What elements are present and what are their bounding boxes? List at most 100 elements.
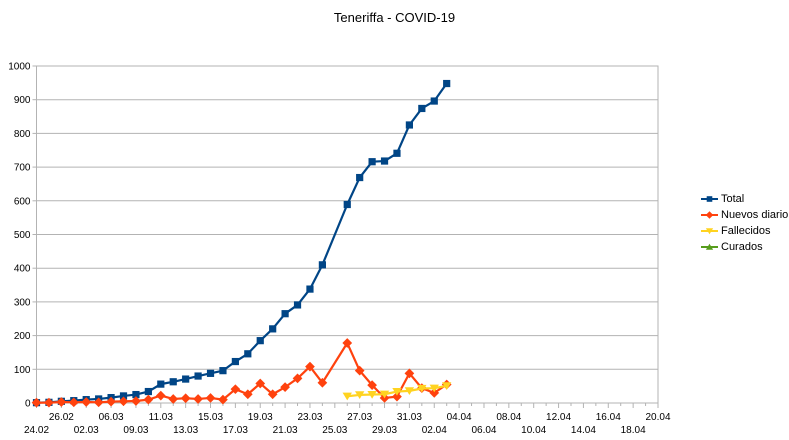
- series-nuevos-diario-marker: [305, 361, 315, 372]
- legend-label-total: Total: [721, 193, 745, 205]
- curados-legend-marker-icon: [701, 243, 718, 250]
- x-tick-label: 10.04: [521, 425, 546, 436]
- series-nuevos-diario-marker: [342, 338, 353, 348]
- series-nuevos-diario-marker: [255, 378, 266, 389]
- chart-legend: Total Nuevos diario Fallecidos Curados: [701, 193, 788, 253]
- series-total-marker: [206, 369, 215, 377]
- series-fallecidos-marker: [404, 387, 415, 396]
- series-nuevos-diario-marker: [193, 394, 203, 404]
- y-tick-label: 300: [14, 297, 31, 308]
- series-total-marker: [219, 367, 227, 375]
- series-nuevos-diario: [31, 338, 452, 408]
- x-tick-label: 27.03: [347, 412, 372, 423]
- x-tick-label: 20.04: [645, 412, 670, 423]
- series-total-marker: [281, 310, 289, 318]
- series-nuevos-diario-marker: [118, 396, 129, 407]
- series-total-marker: [418, 104, 426, 113]
- x-tick-label: 26.02: [49, 412, 74, 423]
- x-tick-label: 06.04: [471, 425, 496, 436]
- x-tick-label: 11.03: [149, 412, 174, 423]
- legend-item-total: Total: [701, 193, 788, 205]
- series-nuevos-diario-marker: [392, 391, 402, 402]
- series-nuevos-diario-marker: [106, 396, 116, 407]
- x-tick-label: 17.03: [223, 425, 248, 436]
- y-tick-label: 800: [14, 129, 31, 140]
- curados-legend-glyph: [705, 243, 714, 250]
- series-total-marker: [343, 200, 351, 209]
- series-nuevos-diario-marker: [205, 393, 216, 403]
- nuevos-diario-legend-glyph: [705, 211, 714, 219]
- x-tick-label: 06.03: [99, 412, 124, 423]
- series-nuevos-diario-marker: [131, 396, 141, 406]
- series-total-marker: [182, 375, 190, 383]
- y-axis-labels: 0 100 200 300 400 500 600 700 800 900 1000: [8, 62, 31, 410]
- total-legend-glyph: [706, 196, 713, 202]
- series-total-marker: [393, 149, 401, 157]
- series-total-marker: [144, 387, 152, 396]
- series-total: [32, 79, 451, 407]
- series-nuevos-diario-marker: [218, 394, 228, 405]
- series-nuevos-diario-marker: [267, 389, 278, 400]
- x-tick-label: 02.04: [422, 425, 447, 436]
- series-nuevos-diario-marker: [429, 388, 440, 398]
- series-total-marker: [443, 79, 451, 88]
- series-total-marker: [405, 121, 413, 129]
- series-nuevos-diario-marker: [367, 380, 377, 390]
- x-tick-label: 08.04: [496, 412, 521, 423]
- y-tick-label: 600: [14, 196, 31, 207]
- y-tick-label: 100: [14, 365, 31, 376]
- x-tick-label: 21.03: [273, 425, 298, 436]
- series-fallecidos-marker: [417, 384, 427, 393]
- series-nuevos-diario-marker: [168, 394, 179, 404]
- y-tick-label: 900: [14, 95, 31, 106]
- x-tick-label: 14.04: [571, 425, 596, 436]
- series-total-marker: [269, 325, 277, 333]
- legend-item-nuevos-diario: Nuevos diario: [701, 209, 788, 221]
- x-tick-label: 24.02: [24, 425, 49, 436]
- series-nuevos-diario-marker: [354, 365, 365, 376]
- nuevos-diario-legend-marker-icon: [701, 211, 718, 219]
- series-fallecidos-marker: [367, 390, 377, 399]
- x-tick-label: 23.03: [297, 412, 322, 423]
- x-tick-label: 31.03: [397, 412, 422, 423]
- series-total-marker: [293, 301, 302, 309]
- series-nuevos-diario-marker: [93, 397, 104, 408]
- series-total-marker: [157, 380, 165, 388]
- series-fallecidos-marker: [442, 382, 452, 390]
- legend-label-curados: Curados: [721, 241, 763, 253]
- series-total-marker: [318, 261, 326, 269]
- series-nuevos-diario-marker: [242, 389, 253, 400]
- total-legend-marker-icon: [701, 196, 718, 202]
- y-tick-label: 500: [14, 230, 31, 241]
- series-nuevos-diario-marker: [180, 393, 191, 404]
- series-fallecidos-marker: [342, 392, 352, 401]
- y-tick-label: 400: [14, 264, 31, 275]
- x-tick-label: 25.03: [322, 425, 347, 436]
- series-total-marker: [356, 173, 364, 182]
- series-nuevos-diario-marker: [143, 394, 154, 405]
- x-tick-label: 13.03: [173, 425, 198, 436]
- series-nuevos-diario-marker: [56, 397, 67, 407]
- x-tick-label: 18.04: [621, 425, 646, 436]
- series-nuevos-diario-marker: [317, 377, 328, 388]
- series-total-marker: [231, 357, 239, 366]
- series-total-marker: [306, 285, 314, 293]
- series-nuevos-diario-marker: [68, 397, 79, 408]
- series-total-marker: [380, 157, 389, 165]
- legend-item-fallecidos: Fallecidos: [701, 225, 788, 237]
- series-total-marker: [119, 392, 128, 400]
- y-tick-label: 700: [14, 163, 31, 174]
- series-total-marker: [194, 372, 202, 380]
- series-total-marker: [368, 158, 376, 166]
- fallecidos-legend-glyph: [705, 228, 714, 235]
- x-tick-label: 04.04: [447, 412, 472, 423]
- series-total-marker: [169, 378, 177, 386]
- series-total-line: [36, 82, 448, 404]
- series-fallecidos-marker: [392, 387, 402, 396]
- series-fallecidos: [342, 382, 452, 401]
- y-tick-label: 200: [14, 331, 31, 342]
- series-nuevos-diario-marker: [81, 397, 92, 407]
- series-total-marker: [256, 337, 264, 345]
